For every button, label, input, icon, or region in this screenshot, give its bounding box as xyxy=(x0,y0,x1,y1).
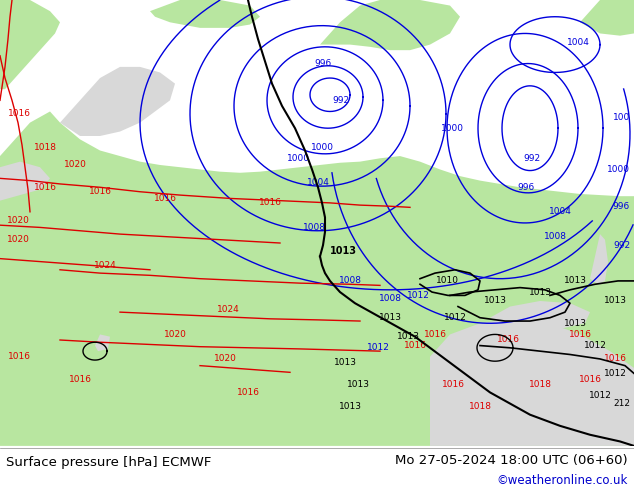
Text: 1013: 1013 xyxy=(330,246,357,256)
Text: 1013: 1013 xyxy=(347,380,370,389)
Text: 1012: 1012 xyxy=(588,391,611,400)
Text: 1016: 1016 xyxy=(496,336,519,344)
Text: 1008: 1008 xyxy=(378,294,401,303)
Text: 992: 992 xyxy=(524,154,541,163)
Text: 1016: 1016 xyxy=(569,330,592,339)
Text: 1020: 1020 xyxy=(164,330,186,339)
Text: 1013: 1013 xyxy=(378,313,401,322)
Text: 1016: 1016 xyxy=(259,198,281,207)
Text: 1016: 1016 xyxy=(68,374,91,384)
Text: 1013: 1013 xyxy=(339,402,361,412)
Text: 1016: 1016 xyxy=(34,183,56,192)
Text: 1016: 1016 xyxy=(403,341,427,350)
Text: 996: 996 xyxy=(517,183,534,192)
Text: 1024: 1024 xyxy=(94,261,117,270)
Text: Mo 27-05-2024 18:00 UTC (06+60): Mo 27-05-2024 18:00 UTC (06+60) xyxy=(395,454,628,466)
Text: 1000: 1000 xyxy=(441,123,463,133)
Text: 1020: 1020 xyxy=(214,354,236,364)
Text: 1004: 1004 xyxy=(548,207,571,216)
Polygon shape xyxy=(60,67,175,136)
Text: 1016: 1016 xyxy=(441,380,465,389)
Text: 1012: 1012 xyxy=(604,369,626,378)
Text: 1004: 1004 xyxy=(567,38,590,47)
Polygon shape xyxy=(95,334,110,351)
Text: 1004: 1004 xyxy=(307,178,330,187)
Text: 1000: 1000 xyxy=(311,143,333,151)
Text: 1000: 1000 xyxy=(287,154,309,163)
Text: 1018: 1018 xyxy=(469,402,491,412)
Text: 1013: 1013 xyxy=(604,296,626,305)
Polygon shape xyxy=(0,0,60,89)
Text: 1016: 1016 xyxy=(153,194,176,203)
Text: 1024: 1024 xyxy=(217,305,240,315)
Text: 1016: 1016 xyxy=(578,374,602,384)
Polygon shape xyxy=(0,162,50,201)
Text: 1016: 1016 xyxy=(236,388,259,397)
Text: 992: 992 xyxy=(613,241,630,250)
Polygon shape xyxy=(430,318,634,446)
Text: 1012: 1012 xyxy=(406,291,429,300)
Text: 1013: 1013 xyxy=(484,296,507,305)
Text: 1016: 1016 xyxy=(604,354,626,364)
Text: 1020: 1020 xyxy=(6,216,29,225)
Text: 996: 996 xyxy=(612,202,630,211)
Text: 212: 212 xyxy=(613,399,630,408)
Text: 1016: 1016 xyxy=(8,352,31,361)
Text: 1008: 1008 xyxy=(339,276,361,285)
Text: ©weatheronline.co.uk: ©weatheronline.co.uk xyxy=(496,474,628,487)
Text: 1012: 1012 xyxy=(366,343,389,352)
Polygon shape xyxy=(0,112,634,446)
Text: Surface pressure [hPa] ECMWF: Surface pressure [hPa] ECMWF xyxy=(6,456,212,469)
Polygon shape xyxy=(490,362,540,446)
Text: 1013: 1013 xyxy=(564,276,586,285)
Text: 1008: 1008 xyxy=(302,223,325,232)
Polygon shape xyxy=(150,0,260,28)
Text: 1012: 1012 xyxy=(444,313,467,322)
Text: 992: 992 xyxy=(332,96,349,105)
Polygon shape xyxy=(0,0,20,33)
Text: 1016: 1016 xyxy=(89,187,112,196)
Text: 1020: 1020 xyxy=(6,235,29,244)
Text: 1000: 1000 xyxy=(607,165,630,174)
Text: 1018: 1018 xyxy=(34,143,56,151)
Polygon shape xyxy=(490,301,590,329)
Text: 1013: 1013 xyxy=(333,358,356,367)
Text: 996: 996 xyxy=(314,59,332,68)
Text: 1010: 1010 xyxy=(436,276,458,285)
Polygon shape xyxy=(320,0,460,50)
Text: 1013: 1013 xyxy=(396,332,420,341)
Polygon shape xyxy=(580,0,634,36)
Text: 1018: 1018 xyxy=(529,380,552,389)
Polygon shape xyxy=(590,234,608,284)
Text: 1020: 1020 xyxy=(63,161,86,170)
Text: 1013: 1013 xyxy=(564,319,586,328)
Text: 1008: 1008 xyxy=(543,232,567,241)
Text: 1012: 1012 xyxy=(583,341,607,350)
Text: 1016: 1016 xyxy=(424,330,446,339)
Text: 1016: 1016 xyxy=(8,109,31,118)
Text: 1013: 1013 xyxy=(529,288,552,296)
Text: 100: 100 xyxy=(612,113,630,122)
